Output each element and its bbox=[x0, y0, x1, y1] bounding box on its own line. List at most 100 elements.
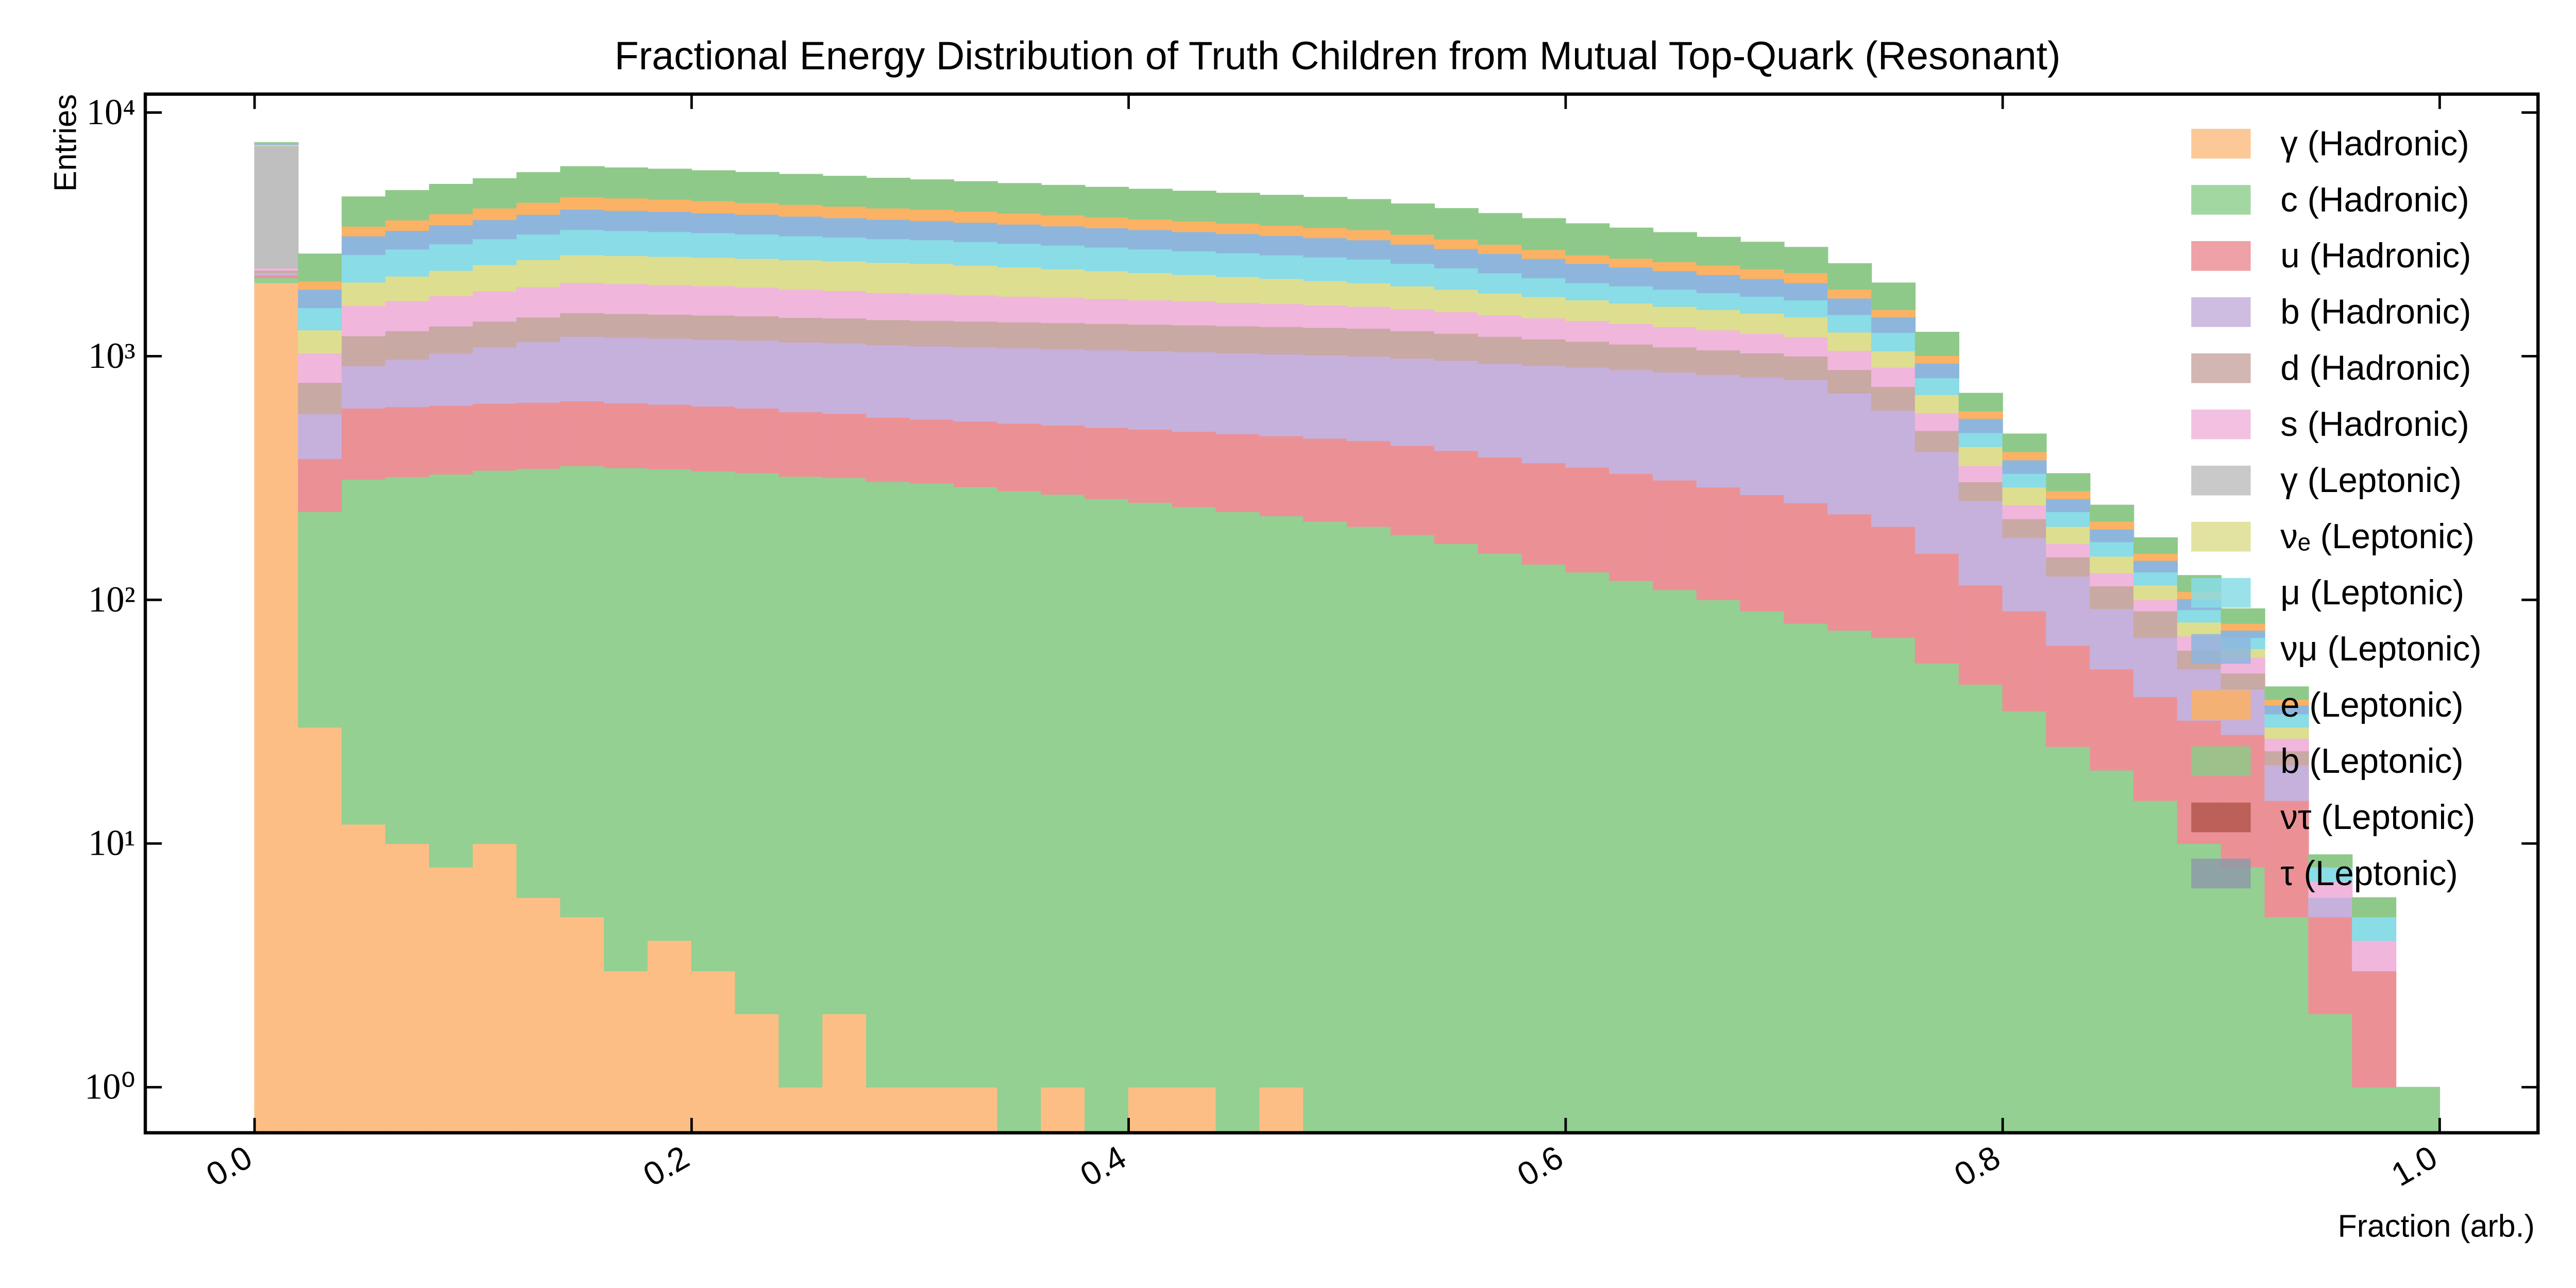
legend-swatch bbox=[2191, 297, 2251, 327]
histogram-segment bbox=[1784, 502, 1828, 624]
histogram-segment bbox=[1696, 265, 1741, 275]
histogram-segment bbox=[2090, 521, 2134, 530]
histogram-segment bbox=[385, 190, 430, 221]
legend-swatch bbox=[2191, 184, 2251, 215]
histogram-segment bbox=[298, 511, 343, 728]
histogram-segment bbox=[735, 408, 779, 473]
histogram-segment bbox=[1390, 330, 1435, 359]
legend-swatch bbox=[2191, 802, 2251, 833]
histogram-segment bbox=[1914, 430, 1959, 452]
histogram-segment bbox=[1215, 276, 1260, 303]
histogram-segment bbox=[1478, 456, 1522, 554]
histogram-segment bbox=[1478, 213, 1522, 245]
histogram-segment bbox=[342, 196, 386, 227]
histogram-segment bbox=[1609, 285, 1654, 304]
histogram-segment bbox=[866, 481, 911, 1088]
histogram-segment bbox=[647, 404, 692, 470]
histogram-segment bbox=[2090, 541, 2134, 557]
histogram-segment bbox=[342, 408, 386, 480]
histogram-segment bbox=[516, 202, 561, 215]
histogram-segment bbox=[516, 234, 561, 260]
histogram-segment bbox=[516, 214, 561, 235]
histogram-segment bbox=[604, 313, 649, 338]
histogram-segment bbox=[2046, 526, 2091, 544]
histogram-segment bbox=[953, 486, 998, 1088]
histogram-segment bbox=[1609, 323, 1654, 345]
histogram-segment bbox=[1041, 425, 1086, 495]
histogram-segment bbox=[1958, 465, 2003, 482]
histogram-segment bbox=[1565, 299, 1610, 321]
histogram-segment bbox=[691, 338, 736, 407]
histogram-segment bbox=[2090, 529, 2134, 543]
histogram-segment bbox=[1827, 514, 1872, 631]
histogram-segment bbox=[1914, 451, 1959, 554]
histogram-segment bbox=[2046, 473, 2091, 492]
histogram-segment bbox=[1215, 302, 1260, 327]
histogram-segment bbox=[822, 290, 867, 319]
histogram-segment bbox=[1521, 296, 1566, 318]
histogram-segment bbox=[735, 258, 779, 288]
histogram-segment bbox=[1041, 297, 1086, 324]
histogram-segment bbox=[385, 476, 430, 844]
histogram-segment bbox=[1259, 353, 1304, 436]
histogram-segment bbox=[1652, 326, 1698, 348]
histogram-segment bbox=[647, 199, 692, 212]
histogram-segment bbox=[1390, 244, 1435, 264]
histogram-segment bbox=[1128, 429, 1173, 503]
histogram-segment bbox=[2264, 765, 2309, 801]
histogram-segment bbox=[1609, 344, 1654, 370]
histogram-segment bbox=[1259, 255, 1304, 279]
histogram-segment bbox=[1390, 358, 1435, 446]
histogram-segment bbox=[778, 317, 823, 343]
histogram-segment bbox=[1347, 240, 1392, 260]
histogram-segment bbox=[997, 266, 1042, 297]
histogram-segment bbox=[1347, 199, 1392, 230]
histogram-segment bbox=[1434, 311, 1479, 334]
histogram-segment bbox=[385, 300, 430, 331]
histogram-segment bbox=[1696, 374, 1741, 488]
histogram-segment bbox=[1740, 333, 1785, 353]
histogram-segment bbox=[1434, 248, 1479, 268]
histogram-segment bbox=[2352, 940, 2397, 972]
histogram-segment bbox=[1434, 450, 1479, 544]
histogram-segment bbox=[1478, 273, 1522, 294]
histogram-segment bbox=[385, 219, 430, 231]
histogram-segment bbox=[342, 254, 386, 283]
histogram-segment bbox=[1434, 267, 1479, 290]
histogram-segment bbox=[1434, 289, 1479, 313]
histogram-segment bbox=[1652, 306, 1698, 327]
histogram-segment bbox=[342, 824, 386, 1133]
histogram-segment bbox=[909, 179, 954, 210]
histogram-segment bbox=[1871, 386, 1916, 411]
histogram-segment bbox=[1784, 282, 1828, 301]
histogram-segment bbox=[1390, 234, 1435, 245]
legend-swatch bbox=[2191, 521, 2251, 552]
histogram-segment bbox=[2264, 800, 2309, 918]
histogram-segment bbox=[1478, 314, 1522, 337]
histogram-segment bbox=[1521, 365, 1566, 464]
histogram-segment bbox=[516, 316, 561, 343]
histogram-segment bbox=[342, 226, 386, 236]
legend-label: s (Hadronic) bbox=[2280, 405, 2469, 444]
histogram-segment bbox=[997, 347, 1042, 424]
histogram-segment bbox=[1958, 432, 2003, 447]
histogram-segment bbox=[997, 321, 1042, 349]
histogram-segment bbox=[1521, 338, 1566, 366]
histogram-segment bbox=[1215, 352, 1260, 434]
histogram-segment bbox=[1521, 317, 1566, 340]
histogram-segment bbox=[1478, 553, 1522, 1133]
histogram-segment bbox=[2002, 611, 2047, 711]
histogram-segment bbox=[472, 264, 517, 292]
histogram-segment bbox=[1041, 494, 1086, 1088]
x-axis-label: Fraction (arb.) bbox=[2338, 1209, 2535, 1244]
histogram-segment bbox=[1215, 433, 1260, 512]
histogram-segment bbox=[1128, 189, 1173, 220]
histogram-segment bbox=[866, 319, 911, 346]
histogram-segment bbox=[647, 168, 692, 200]
histogram-segment bbox=[735, 202, 779, 215]
histogram-segment bbox=[1784, 272, 1828, 283]
histogram-segment bbox=[953, 295, 998, 322]
histogram-segment bbox=[953, 265, 998, 296]
histogram-segment bbox=[2002, 460, 2047, 474]
histogram-segment bbox=[298, 458, 343, 512]
